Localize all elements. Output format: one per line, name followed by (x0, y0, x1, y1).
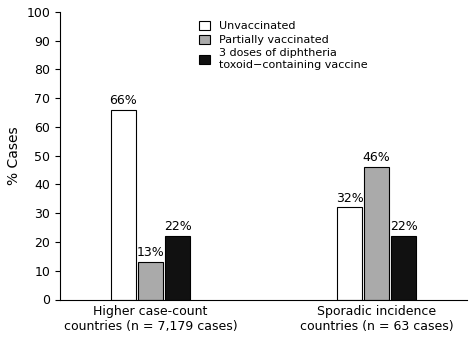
Text: 46%: 46% (363, 151, 391, 164)
Text: 66%: 66% (109, 94, 137, 107)
Y-axis label: % Cases: % Cases (7, 126, 21, 185)
Text: 22%: 22% (164, 220, 191, 233)
Bar (391, 236, 416, 300)
Text: 13%: 13% (137, 246, 164, 259)
Legend: Unvaccinated, Partially vaccinated, 3 doses of diphtheria
toxoid−containing vacc: Unvaccinated, Partially vaccinated, 3 do… (196, 17, 371, 73)
Bar (165, 236, 190, 300)
Bar (138, 262, 163, 300)
Text: 22%: 22% (390, 220, 418, 233)
Text: 32%: 32% (336, 192, 364, 205)
Bar (337, 207, 362, 300)
Bar (111, 110, 136, 300)
Bar (364, 167, 389, 300)
